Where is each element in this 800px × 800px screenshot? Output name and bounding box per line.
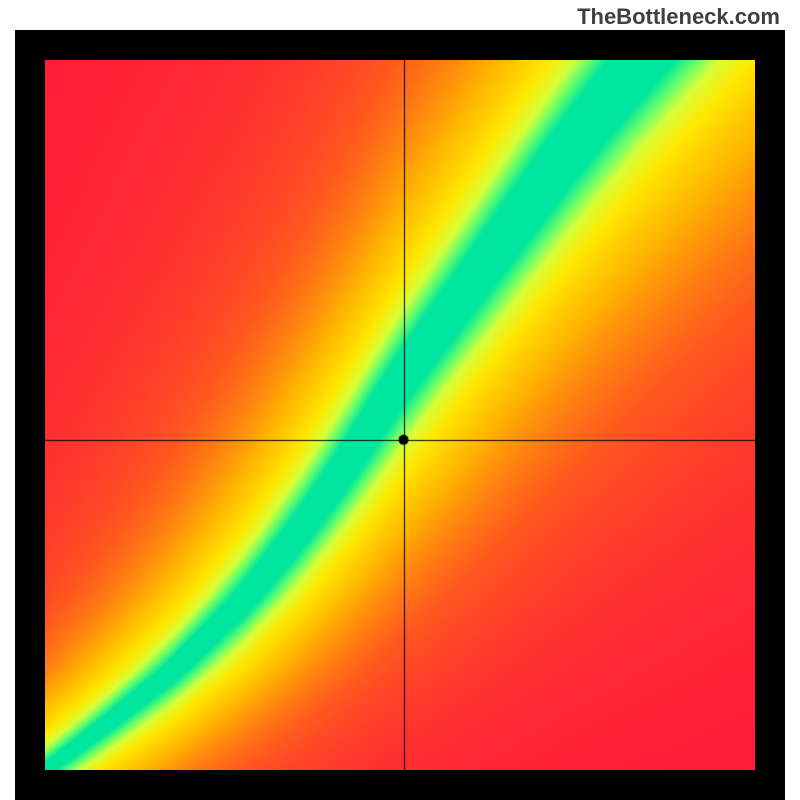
watermark-text: TheBottleneck.com <box>577 4 780 30</box>
heatmap-canvas <box>45 60 755 770</box>
chart-frame <box>15 30 785 800</box>
chart-container: TheBottleneck.com <box>0 0 800 800</box>
